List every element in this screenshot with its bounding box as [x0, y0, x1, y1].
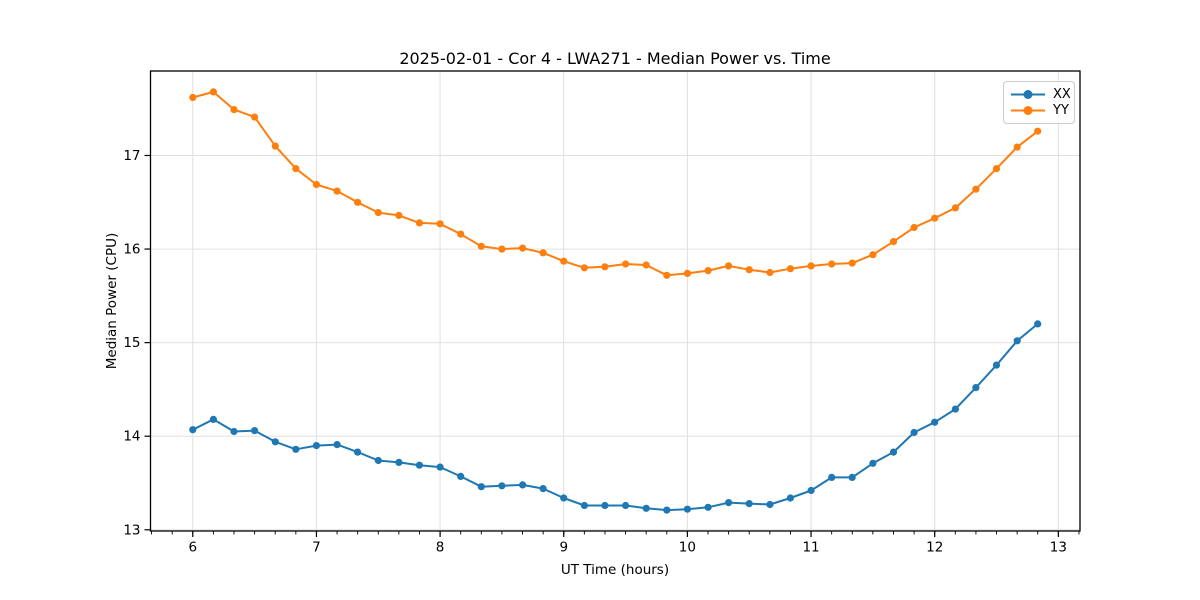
svg-text:11: 11 [802, 540, 819, 556]
x-axis-label: UT Time (hours) [560, 562, 670, 578]
legend-item-yy: YY [1010, 103, 1069, 119]
svg-text:14: 14 [123, 429, 140, 445]
line-marker-swatch-icon [1011, 106, 1045, 116]
svg-text:8: 8 [436, 540, 445, 556]
svg-text:6: 6 [188, 540, 197, 556]
svg-text:7: 7 [312, 540, 321, 556]
line-marker-swatch-icon [1011, 89, 1045, 99]
svg-text:9: 9 [559, 540, 568, 556]
svg-text:15: 15 [123, 335, 140, 351]
chart-title: 2025-02-01 - Cor 4 - LWA271 - Median Pow… [399, 49, 831, 68]
svg-text:17: 17 [123, 148, 140, 164]
legend-label-yy: YY [1053, 103, 1069, 119]
svg-text:10: 10 [679, 540, 696, 556]
legend-label-xx: XX [1053, 86, 1071, 102]
legend: XX YY [1003, 81, 1075, 124]
legend-item-xx: XX [1010, 86, 1071, 102]
svg-text:16: 16 [123, 242, 140, 258]
svg-text:13: 13 [123, 522, 140, 538]
svg-text:12: 12 [926, 540, 943, 556]
svg-text:13: 13 [1050, 540, 1067, 556]
